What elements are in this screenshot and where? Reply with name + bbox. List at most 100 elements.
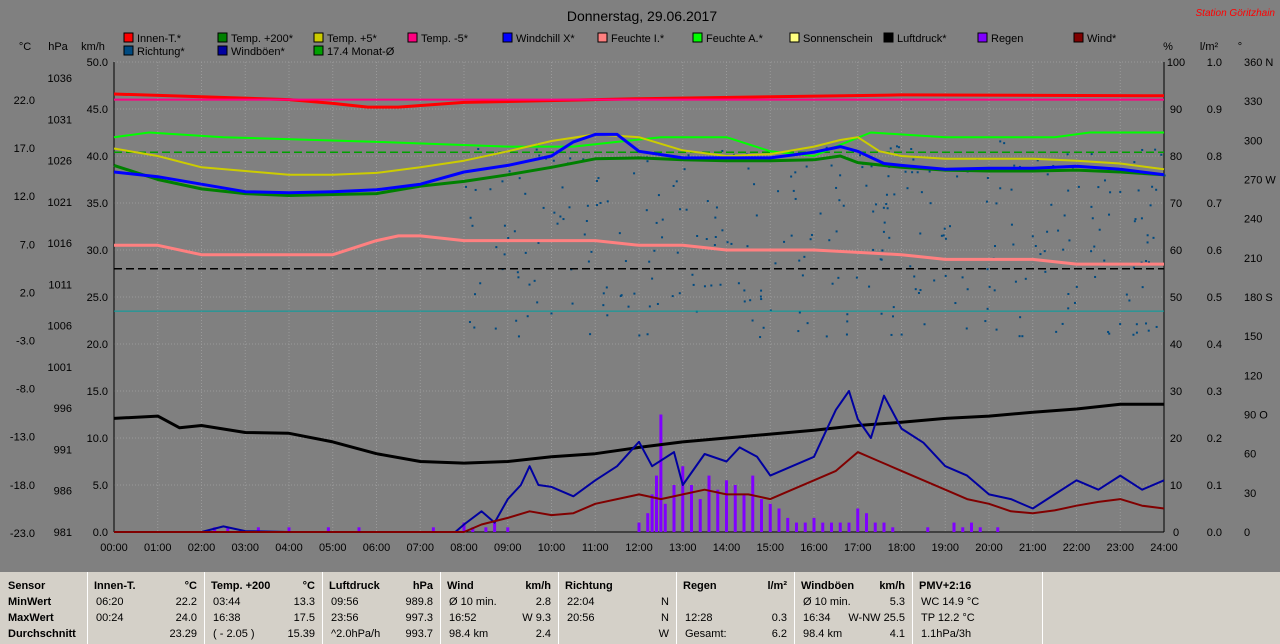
direction-point <box>929 202 932 205</box>
unit-percent: % <box>1163 41 1173 53</box>
direction-point <box>606 314 609 317</box>
direction-point <box>556 222 559 225</box>
direction-point <box>825 335 828 338</box>
footer-row-label: MinWert <box>8 596 52 608</box>
direction-point <box>1063 214 1066 217</box>
rain-bar <box>865 513 868 532</box>
direction-point <box>656 302 659 305</box>
direction-point <box>605 286 608 289</box>
direction-point <box>893 193 896 196</box>
tick-label-lm2: 0.9 <box>1207 104 1222 116</box>
direction-point <box>489 188 492 191</box>
direction-point <box>619 295 622 298</box>
direction-point <box>599 201 602 204</box>
direction-point <box>1132 333 1135 336</box>
direction-point <box>1046 173 1049 176</box>
footer-cell-value: W <box>658 628 669 640</box>
direction-point <box>999 187 1002 190</box>
direction-point <box>526 315 529 318</box>
direction-point <box>1149 204 1152 207</box>
tick-label-percent: 60 <box>1170 245 1182 257</box>
direction-point <box>1090 250 1093 253</box>
direction-point <box>942 234 945 237</box>
tick-label-lm2: 0.8 <box>1207 151 1222 163</box>
legend: Innen-T.* Temp. +200* Temp. +5* Temp. -5* Wi… <box>123 32 1117 58</box>
direction-point <box>904 170 907 173</box>
direction-point <box>949 225 952 228</box>
direction-point <box>602 292 605 295</box>
direction-point <box>568 206 571 209</box>
tick-label-percent: 90 <box>1170 104 1182 116</box>
rain-bar <box>226 527 230 532</box>
direction-point <box>1109 191 1112 194</box>
footer-column <box>677 572 795 644</box>
direction-point <box>1107 330 1110 333</box>
tick-label-kmh: 20.0 <box>87 339 108 351</box>
direction-point <box>1163 174 1166 177</box>
tick-label-hpa: 996 <box>54 403 72 415</box>
direction-point <box>1128 299 1131 302</box>
direction-point <box>1073 301 1076 304</box>
rain-bar <box>431 527 435 532</box>
tick-label-time: 24:00 <box>1150 542 1178 554</box>
tick-label-time: 02:00 <box>188 542 216 554</box>
direction-point <box>651 277 654 280</box>
tick-label-time: 00:00 <box>100 542 128 554</box>
direction-point <box>797 330 800 333</box>
rain-bar <box>777 508 781 532</box>
direction-point <box>859 154 862 157</box>
legend-swatch <box>123 32 134 43</box>
direction-point <box>507 236 510 239</box>
direction-point <box>1066 153 1069 156</box>
direction-point <box>769 309 772 312</box>
direction-point <box>794 171 797 174</box>
tick-label-deg: 360 N <box>1244 57 1273 69</box>
direction-point <box>995 202 998 205</box>
direction-point <box>861 166 864 169</box>
footer-cell-value: N <box>661 596 669 608</box>
footer-cell-time: Ø 10 min. <box>449 596 497 608</box>
direction-point <box>794 197 797 200</box>
rain-bar <box>663 503 667 532</box>
direction-point <box>846 313 849 316</box>
legend-label: Wind* <box>1087 33 1117 45</box>
footer-cell-time: 16:34 <box>803 612 831 624</box>
tick-label-time: 01:00 <box>144 542 172 554</box>
rain-bar <box>821 522 825 532</box>
direction-point <box>888 236 891 239</box>
direction-point <box>743 289 746 292</box>
direction-point <box>687 154 690 157</box>
tick-label-percent: 40 <box>1170 339 1182 351</box>
direction-point <box>646 333 649 336</box>
tick-label-deg: 270 W <box>1244 175 1276 187</box>
statistics-footer: Sensor MinWert MaxWert Durchschnitt Innen-T.… <box>0 572 1280 644</box>
direction-point <box>774 262 777 265</box>
direction-point <box>672 184 675 187</box>
tick-label-deg: 240 <box>1244 214 1262 226</box>
direction-point <box>986 268 989 271</box>
direction-point <box>906 187 909 190</box>
rain-bar <box>637 522 641 532</box>
direction-point <box>495 246 498 249</box>
direction-point <box>1145 322 1148 325</box>
direction-point <box>933 279 936 282</box>
direction-point <box>552 159 555 162</box>
series-line <box>113 92 1165 109</box>
direction-point <box>1090 205 1093 208</box>
tick-label-lm2: 0.7 <box>1207 198 1222 210</box>
direction-point <box>518 177 521 180</box>
tick-label-time: 16:00 <box>800 542 828 554</box>
direction-point <box>956 175 959 178</box>
tick-label-kmh: 0.0 <box>93 527 108 539</box>
direction-point <box>872 248 875 251</box>
direction-point <box>886 207 889 210</box>
footer-column-head: Regen <box>683 580 717 592</box>
direction-point <box>892 306 895 309</box>
tick-label-kmh: 45.0 <box>87 104 108 116</box>
legend-swatch <box>977 32 988 43</box>
direction-point <box>691 273 694 276</box>
direction-point <box>1103 259 1106 262</box>
direction-point <box>1133 220 1136 223</box>
direction-point <box>762 326 765 329</box>
direction-point <box>524 192 527 195</box>
